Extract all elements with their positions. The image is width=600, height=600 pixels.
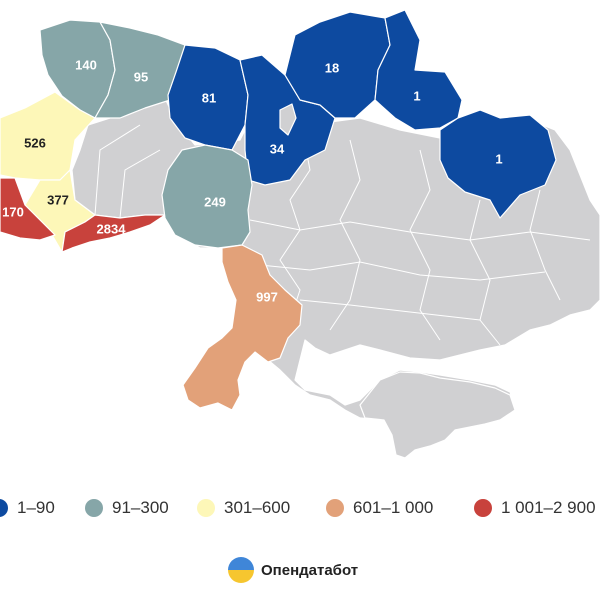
legend-swatch xyxy=(474,499,492,517)
legend-label: 601–1 000 xyxy=(353,498,434,517)
legend: 1–90 91–300 301–600 601–1 000 1 001–2 90… xyxy=(0,496,600,520)
region-labels: 140 95 81 34 18 1 1 526 377 170 2834 249… xyxy=(2,57,502,304)
legend-item: 91–300 xyxy=(85,496,169,520)
label-vinnytsia: 249 xyxy=(204,194,226,209)
label-ivano-frankivsk: 377 xyxy=(47,192,69,207)
legend-label: 1 001–2 900 xyxy=(501,498,596,517)
legend-item: 1 001–2 900 xyxy=(474,496,596,520)
label-lviv: 140 xyxy=(75,57,97,72)
legend-swatch xyxy=(0,499,8,517)
label-zhytomyr: 34 xyxy=(270,141,285,156)
legend-item: 601–1 000 xyxy=(326,496,433,520)
label-volyn: 95 xyxy=(134,69,148,84)
label-zakarpattia: 170 xyxy=(2,204,24,219)
label-odesa: 997 xyxy=(256,289,278,304)
opendatabot-logo-icon xyxy=(228,557,254,583)
legend-swatch xyxy=(85,499,103,517)
legend-label: 1–90 xyxy=(17,498,55,517)
region-zakarpattia[interactable] xyxy=(0,177,56,241)
label-kharkiv: 1 xyxy=(495,151,502,166)
label-chernihiv: 18 xyxy=(325,60,339,75)
legend-label: 91–300 xyxy=(112,498,169,517)
zhytomyr-hole xyxy=(279,103,297,136)
legend-swatch xyxy=(197,499,215,517)
region-kharkiv[interactable] xyxy=(439,109,557,219)
legend-item: 301–600 xyxy=(197,496,290,520)
legend-swatch xyxy=(326,499,344,517)
crimea-region xyxy=(359,371,516,459)
label-sumy: 1 xyxy=(413,88,420,103)
region-sumy[interactable] xyxy=(374,9,463,131)
label-chernivtsi: 2834 xyxy=(97,221,127,236)
brand: Опендатабот xyxy=(228,557,358,583)
label-rivne: 81 xyxy=(202,90,216,105)
internal-borders xyxy=(94,117,591,346)
legend-item: 1–90 xyxy=(0,496,55,520)
region-odesa[interactable] xyxy=(182,244,303,411)
label-ternopil: 526 xyxy=(24,135,46,150)
brand-name: Опендатабот xyxy=(261,561,359,579)
legend-label: 301–600 xyxy=(224,498,291,517)
region-volyn[interactable] xyxy=(94,21,186,119)
